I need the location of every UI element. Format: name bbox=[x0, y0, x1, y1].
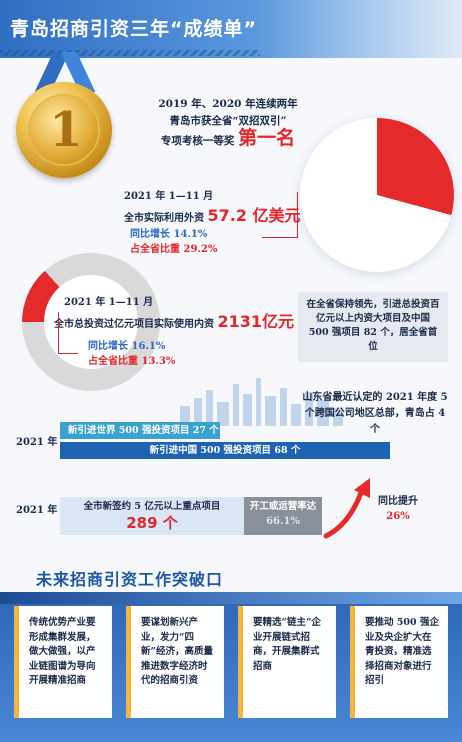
foreign-bracket bbox=[262, 192, 298, 238]
foreign-investment-stats: 2021 年 1—11 月 全市实际利用外资 57.2 亿美元 同比增长 14.… bbox=[124, 187, 314, 257]
domestic-investment-stats: 2021 年 1—11 月 全市总投资过亿元项目实际使用内资 2131亿元 同比… bbox=[54, 293, 304, 369]
future-card-3-text: 要精选“链主”企业开展链式招商，开展集群式招商 bbox=[253, 617, 321, 672]
growth-value: 26% bbox=[386, 511, 410, 522]
header-banner: 青岛招商引资三年“成绩单” bbox=[0, 0, 462, 58]
foreign-label: 全市实际利用外资 bbox=[124, 213, 204, 224]
foreign-value: 57.2 亿美元 bbox=[207, 206, 301, 225]
open-label: 开工或运营率达 bbox=[249, 501, 317, 512]
signed-projects-box: 全市新签约 5 亿元以上重点项目 289 个 bbox=[60, 497, 244, 535]
growth-arrow-icon bbox=[323, 478, 370, 539]
header-stripe bbox=[0, 50, 260, 56]
province-note-box: 在全省保持领先，引进总投资百亿元以上内资大项目及中国 500 强项目 82 个，… bbox=[298, 292, 448, 362]
award-line-3-prefix: 专项考核一等奖 bbox=[160, 135, 235, 147]
signed-value: 289 个 bbox=[126, 514, 178, 532]
signed-year: 2021 年 bbox=[16, 505, 58, 516]
domestic-label: 全市总投资过亿元项目实际使用内资 bbox=[54, 319, 214, 330]
foreign-investment-pie bbox=[300, 118, 454, 272]
signed-label: 全市新签约 5 亿元以上重点项目 bbox=[83, 501, 221, 512]
foreign-growth: 同比增长 14.1% bbox=[130, 229, 208, 240]
open-value: 66.1% bbox=[266, 516, 300, 527]
domestic-investment-ring bbox=[22, 253, 160, 391]
medal-inner: 1 bbox=[28, 94, 100, 166]
projects-year: 2021 年 bbox=[16, 437, 58, 448]
province-note: 在全省保持领先，引进总投资百亿元以上内资大项目及中国 500 强项目 82 个，… bbox=[306, 299, 440, 352]
future-card-2-text: 要谋划新兴产业，发力“四新”经济，高质量推进数字经济时代的招商引资 bbox=[141, 617, 213, 686]
award-line-3: 专项考核一等奖 第一名 bbox=[118, 127, 338, 150]
foreign-share: 占全省比重 29.2% bbox=[130, 244, 218, 255]
page-title: 青岛招商引资三年“成绩单” bbox=[10, 18, 257, 40]
world500-bar: 新引进世界 500 强投资项目 27 个 bbox=[60, 422, 220, 439]
gold-medal-icon: 1 bbox=[16, 82, 112, 178]
growth-note: 同比提升 26% bbox=[368, 494, 428, 524]
domestic-period: 2021 年 1—11 月 bbox=[64, 297, 154, 308]
future-stripe bbox=[0, 592, 462, 604]
future-card-1: 传统优势产业要形成集群发展，做大做强，以产业链图谱为导向开展精准招商 bbox=[14, 606, 112, 718]
china500-bar: 新引进中国 500 强投资项目 68 个 bbox=[60, 442, 390, 459]
foreign-period: 2021 年 1—11 月 bbox=[124, 191, 214, 202]
medal-number: 1 bbox=[49, 102, 83, 158]
growth-label: 同比提升 bbox=[378, 496, 418, 507]
future-card-3: 要精选“链主”企业开展链式招商，开展集群式招商 bbox=[238, 606, 336, 718]
domestic-growth: 同比增长 16.1% bbox=[88, 341, 166, 352]
future-card-1-text: 传统优势产业要形成集群发展，做大做强，以产业链图谱为导向开展精准招商 bbox=[29, 617, 96, 686]
future-card-4-text: 要推动 500 强企业及央企扩大在青投资，精准选择招商对象进行招引 bbox=[365, 617, 439, 686]
award-highlight: 第一名 bbox=[238, 127, 296, 149]
foreign-label-row: 全市实际利用外资 57.2 亿美元 bbox=[124, 208, 314, 227]
award-line-1: 2019 年、2020 年连续两年 bbox=[158, 98, 298, 110]
future-card-4: 要推动 500 强企业及央企扩大在青投资，精准选择招商对象进行招引 bbox=[350, 606, 448, 718]
domestic-bracket bbox=[58, 312, 78, 354]
domestic-share: 占全省比重 13.3% bbox=[88, 356, 176, 367]
future-title: 未来招商引资工作突破口 bbox=[36, 570, 224, 589]
award-line-2: 青岛市获全省“双招双引” bbox=[169, 115, 287, 127]
city-skyline-icon bbox=[180, 378, 343, 426]
hq-note: 山东省最近认定的 2021 年度 5 个跨国公司地区总部，青岛占 4 个 bbox=[300, 390, 450, 438]
domestic-value: 2131亿元 bbox=[217, 312, 295, 331]
award-text: 2019 年、2020 年连续两年 青岛市获全省“双招双引” 专项考核一等奖 第… bbox=[118, 96, 338, 150]
hq-note-text: 山东省最近认定的 2021 年度 5 个跨国公司地区总部，青岛占 4 个 bbox=[302, 392, 448, 435]
future-card-2: 要谋划新兴产业，发力“四新”经济，高质量推进数字经济时代的招商引资 bbox=[126, 606, 224, 718]
domestic-label-row: 全市总投资过亿元项目实际使用内资 2131亿元 bbox=[54, 314, 304, 333]
open-rate-box: 开工或运营率达 66.1% bbox=[244, 497, 322, 535]
